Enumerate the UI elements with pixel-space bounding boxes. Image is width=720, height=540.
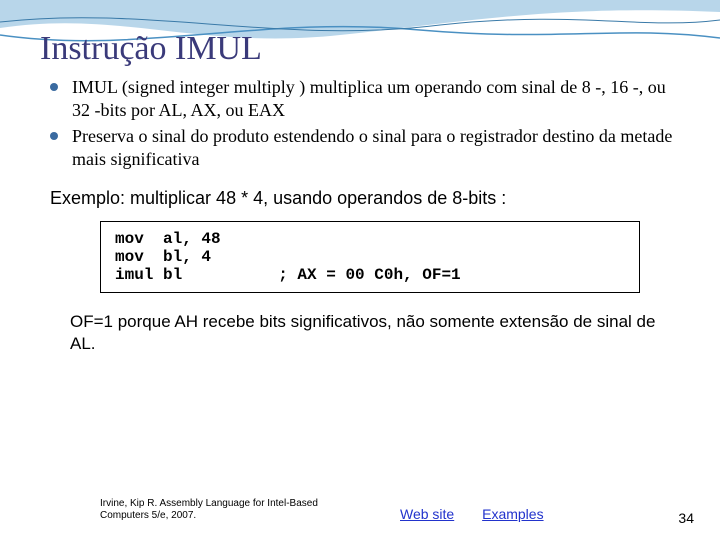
- website-link[interactable]: Web site: [400, 506, 454, 522]
- examples-link[interactable]: Examples: [482, 506, 543, 522]
- bullet-item: Preserva o sinal do produto estendendo o…: [50, 125, 680, 172]
- example-label: Exemplo: multiplicar 48 * 4, usando oper…: [50, 188, 680, 209]
- slide-title: Instrução IMUL: [40, 30, 680, 68]
- note-text: OF=1 porque AH recebe bits significativo…: [70, 311, 670, 355]
- code-block: mov al, 48 mov bl, 4 imul bl ; AX = 00 C…: [100, 221, 640, 293]
- bullet-item: IMUL (signed integer multiply ) multipli…: [50, 76, 680, 123]
- citation-text: Irvine, Kip R. Assembly Language for Int…: [100, 498, 360, 522]
- page-number: 34: [678, 510, 694, 526]
